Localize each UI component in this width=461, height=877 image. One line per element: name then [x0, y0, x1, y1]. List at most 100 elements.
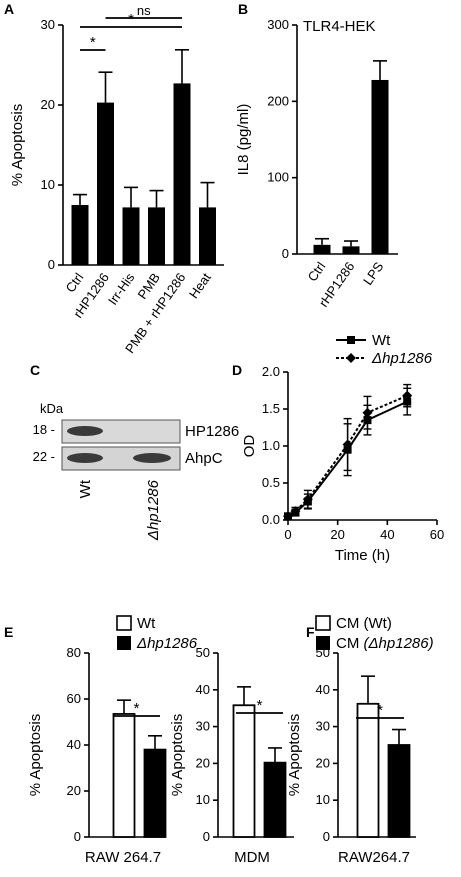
panel-a-bar-2	[122, 207, 140, 265]
panel-d-y-tick-label: 0.0	[262, 512, 280, 527]
panel-a-significance-label: *	[128, 11, 134, 28]
panel-c-marker-label: 18 -	[33, 422, 55, 437]
panel-c-kda-label: kDa	[40, 401, 64, 416]
panel-e-sub0-y-tick-label: 20	[67, 783, 81, 798]
panel-d-x-label: Time (h)	[335, 547, 390, 564]
panel-f-y-tick-label: 30	[316, 719, 330, 734]
panel-a-significance-label: ns	[137, 3, 151, 18]
panel-e-significance-label: *	[257, 697, 263, 714]
panel-a-bar-4	[173, 83, 191, 266]
panel-f-x-label: RAW264.7	[338, 849, 410, 866]
panel-a-y-tick-label: 20	[41, 97, 55, 112]
panel-e-x-label: RAW 264.7	[85, 849, 161, 866]
panel-e-legend-swatch-white	[116, 615, 132, 631]
panel-d-point-diamond	[362, 407, 373, 418]
panel-d-y-tick-label: 0.5	[262, 475, 280, 490]
panel-d-legend-label: Wt	[372, 332, 391, 349]
panel-c-band	[67, 453, 103, 463]
panel-a-x-tick-label: Ctrl	[63, 270, 87, 295]
panel-d-point-diamond	[283, 511, 293, 522]
panel-f-legend-swatch-white	[315, 615, 331, 631]
panel-b-bar-1	[342, 246, 360, 254]
panel-d-point-diamond	[342, 439, 353, 450]
panel-d-y-tick-label: 1.0	[262, 438, 280, 453]
panel-f-legend-swatch-black	[316, 636, 330, 650]
panel-e-sub0-y-tick-label: 80	[67, 645, 81, 660]
panel-b-x-tick-label: Ctrl	[305, 259, 329, 284]
panel-e-sub1-y-tick-label: 30	[196, 719, 210, 734]
panel-letter-d: D	[232, 362, 242, 378]
panel-d-point-diamond	[290, 506, 301, 517]
panel-d-y-label: OD	[241, 435, 258, 458]
panel-f-significance-label: *	[377, 702, 383, 719]
panel-b-y-tick-label: 300	[267, 17, 289, 32]
panel-a-x-tick-label: Heat	[186, 270, 214, 301]
panel-d-x-tick-label: 40	[380, 527, 394, 542]
panel-a-y-tick-label: 10	[41, 177, 55, 192]
panel-a-x-tick-label: Irr-His	[105, 270, 138, 308]
panel-c-band-label: HP1286	[185, 423, 239, 440]
panel-f-y-tick-label: 10	[316, 792, 330, 807]
panel-b-y-tick-label: 0	[282, 246, 289, 261]
panel-e-bar-mutant	[143, 748, 167, 838]
panel-f-y-tick-label: 20	[316, 755, 330, 770]
panel-c-band	[133, 453, 171, 463]
panel-e-y-label: % Apoptosis	[169, 714, 186, 797]
panel-letter-f: F	[306, 624, 315, 640]
panel-c-band-label: AhpC	[185, 450, 223, 467]
panel-e-sub1-y-tick-label: 20	[196, 755, 210, 770]
panel-c-blot-hp1286	[61, 419, 181, 444]
panel-b-y-tick-label: 100	[267, 170, 289, 185]
panel-d-legend-label: Δhp1286	[371, 350, 433, 367]
panel-e-x-label: MDM	[234, 849, 270, 866]
panel-a-bar-5	[199, 207, 216, 265]
panel-e-sub1-y-tick-label: 0	[203, 829, 210, 844]
panel-f-legend-label: CM (Δhp1286)	[336, 635, 434, 652]
panel-e-bar-wt	[232, 704, 256, 838]
panel-d-x-tick-label: 20	[330, 527, 344, 542]
panel-e-bar-wt	[112, 713, 136, 838]
panel-c-band	[67, 426, 103, 436]
panel-a-bar-0	[71, 205, 89, 265]
panel-letter-e: E	[4, 624, 13, 640]
panel-e-sub1-y-tick-label: 50	[196, 645, 210, 660]
panel-a-y-label: % Apoptosis	[9, 104, 26, 187]
panel-letter-b: B	[238, 1, 248, 17]
panel-e-legend-label: Δhp1286	[136, 635, 198, 652]
panel-c-marker-label: 22 -	[33, 449, 55, 464]
panel-d-point-diamond	[302, 494, 313, 505]
panel-e-sub1-y-tick-label: 40	[196, 682, 210, 697]
panel-b-y-label: IL8 (pg/ml)	[235, 104, 252, 176]
panel-b-title: TLR4-HEK	[303, 18, 376, 35]
panel-a-bar-1	[97, 102, 114, 265]
panel-f-bar-wt	[356, 702, 380, 838]
panel-c-blot-ahpc	[61, 446, 181, 471]
panel-f-legend-label: CM (Wt)	[336, 615, 392, 632]
panel-d-legend-marker-diamond	[346, 353, 356, 363]
panel-f-y-tick-label: 0	[323, 829, 330, 844]
panel-d-legend-marker-square	[347, 336, 355, 344]
panel-e-sub0-y-tick-label: 0	[74, 829, 81, 844]
panel-b-bar-0	[313, 244, 331, 254]
panel-e-legend-label: Wt	[137, 615, 156, 632]
panel-b-bar-2	[371, 79, 389, 255]
panel-letter-a: A	[4, 1, 14, 17]
panel-a-y-tick-label: 0	[48, 257, 55, 272]
panel-e-sub1-y-tick-label: 10	[196, 792, 210, 807]
panel-e-bar-mutant	[263, 761, 287, 838]
panel-b-y-tick-label: 200	[267, 93, 289, 108]
panel-e-sub0-y-tick-label: 40	[67, 737, 81, 752]
panel-f-y-tick-label: 50	[316, 645, 330, 660]
panel-d-y-tick-label: 2.0	[262, 364, 280, 379]
panel-e-significance-label: *	[134, 700, 140, 717]
panel-d-y-tick-label: 1.5	[262, 401, 280, 416]
panel-a-y-tick-label: 30	[41, 17, 55, 32]
panel-e-sub0-y-tick-label: 60	[67, 691, 81, 706]
panel-b-x-tick-label: LPS	[360, 259, 387, 288]
panel-e-y-label: % Apoptosis	[27, 714, 44, 797]
panel-e-legend-swatch-black	[117, 636, 131, 650]
panel-d-point-diamond	[402, 390, 413, 401]
panel-a-significance-label: *	[90, 34, 96, 51]
panel-letter-c: C	[30, 362, 40, 378]
